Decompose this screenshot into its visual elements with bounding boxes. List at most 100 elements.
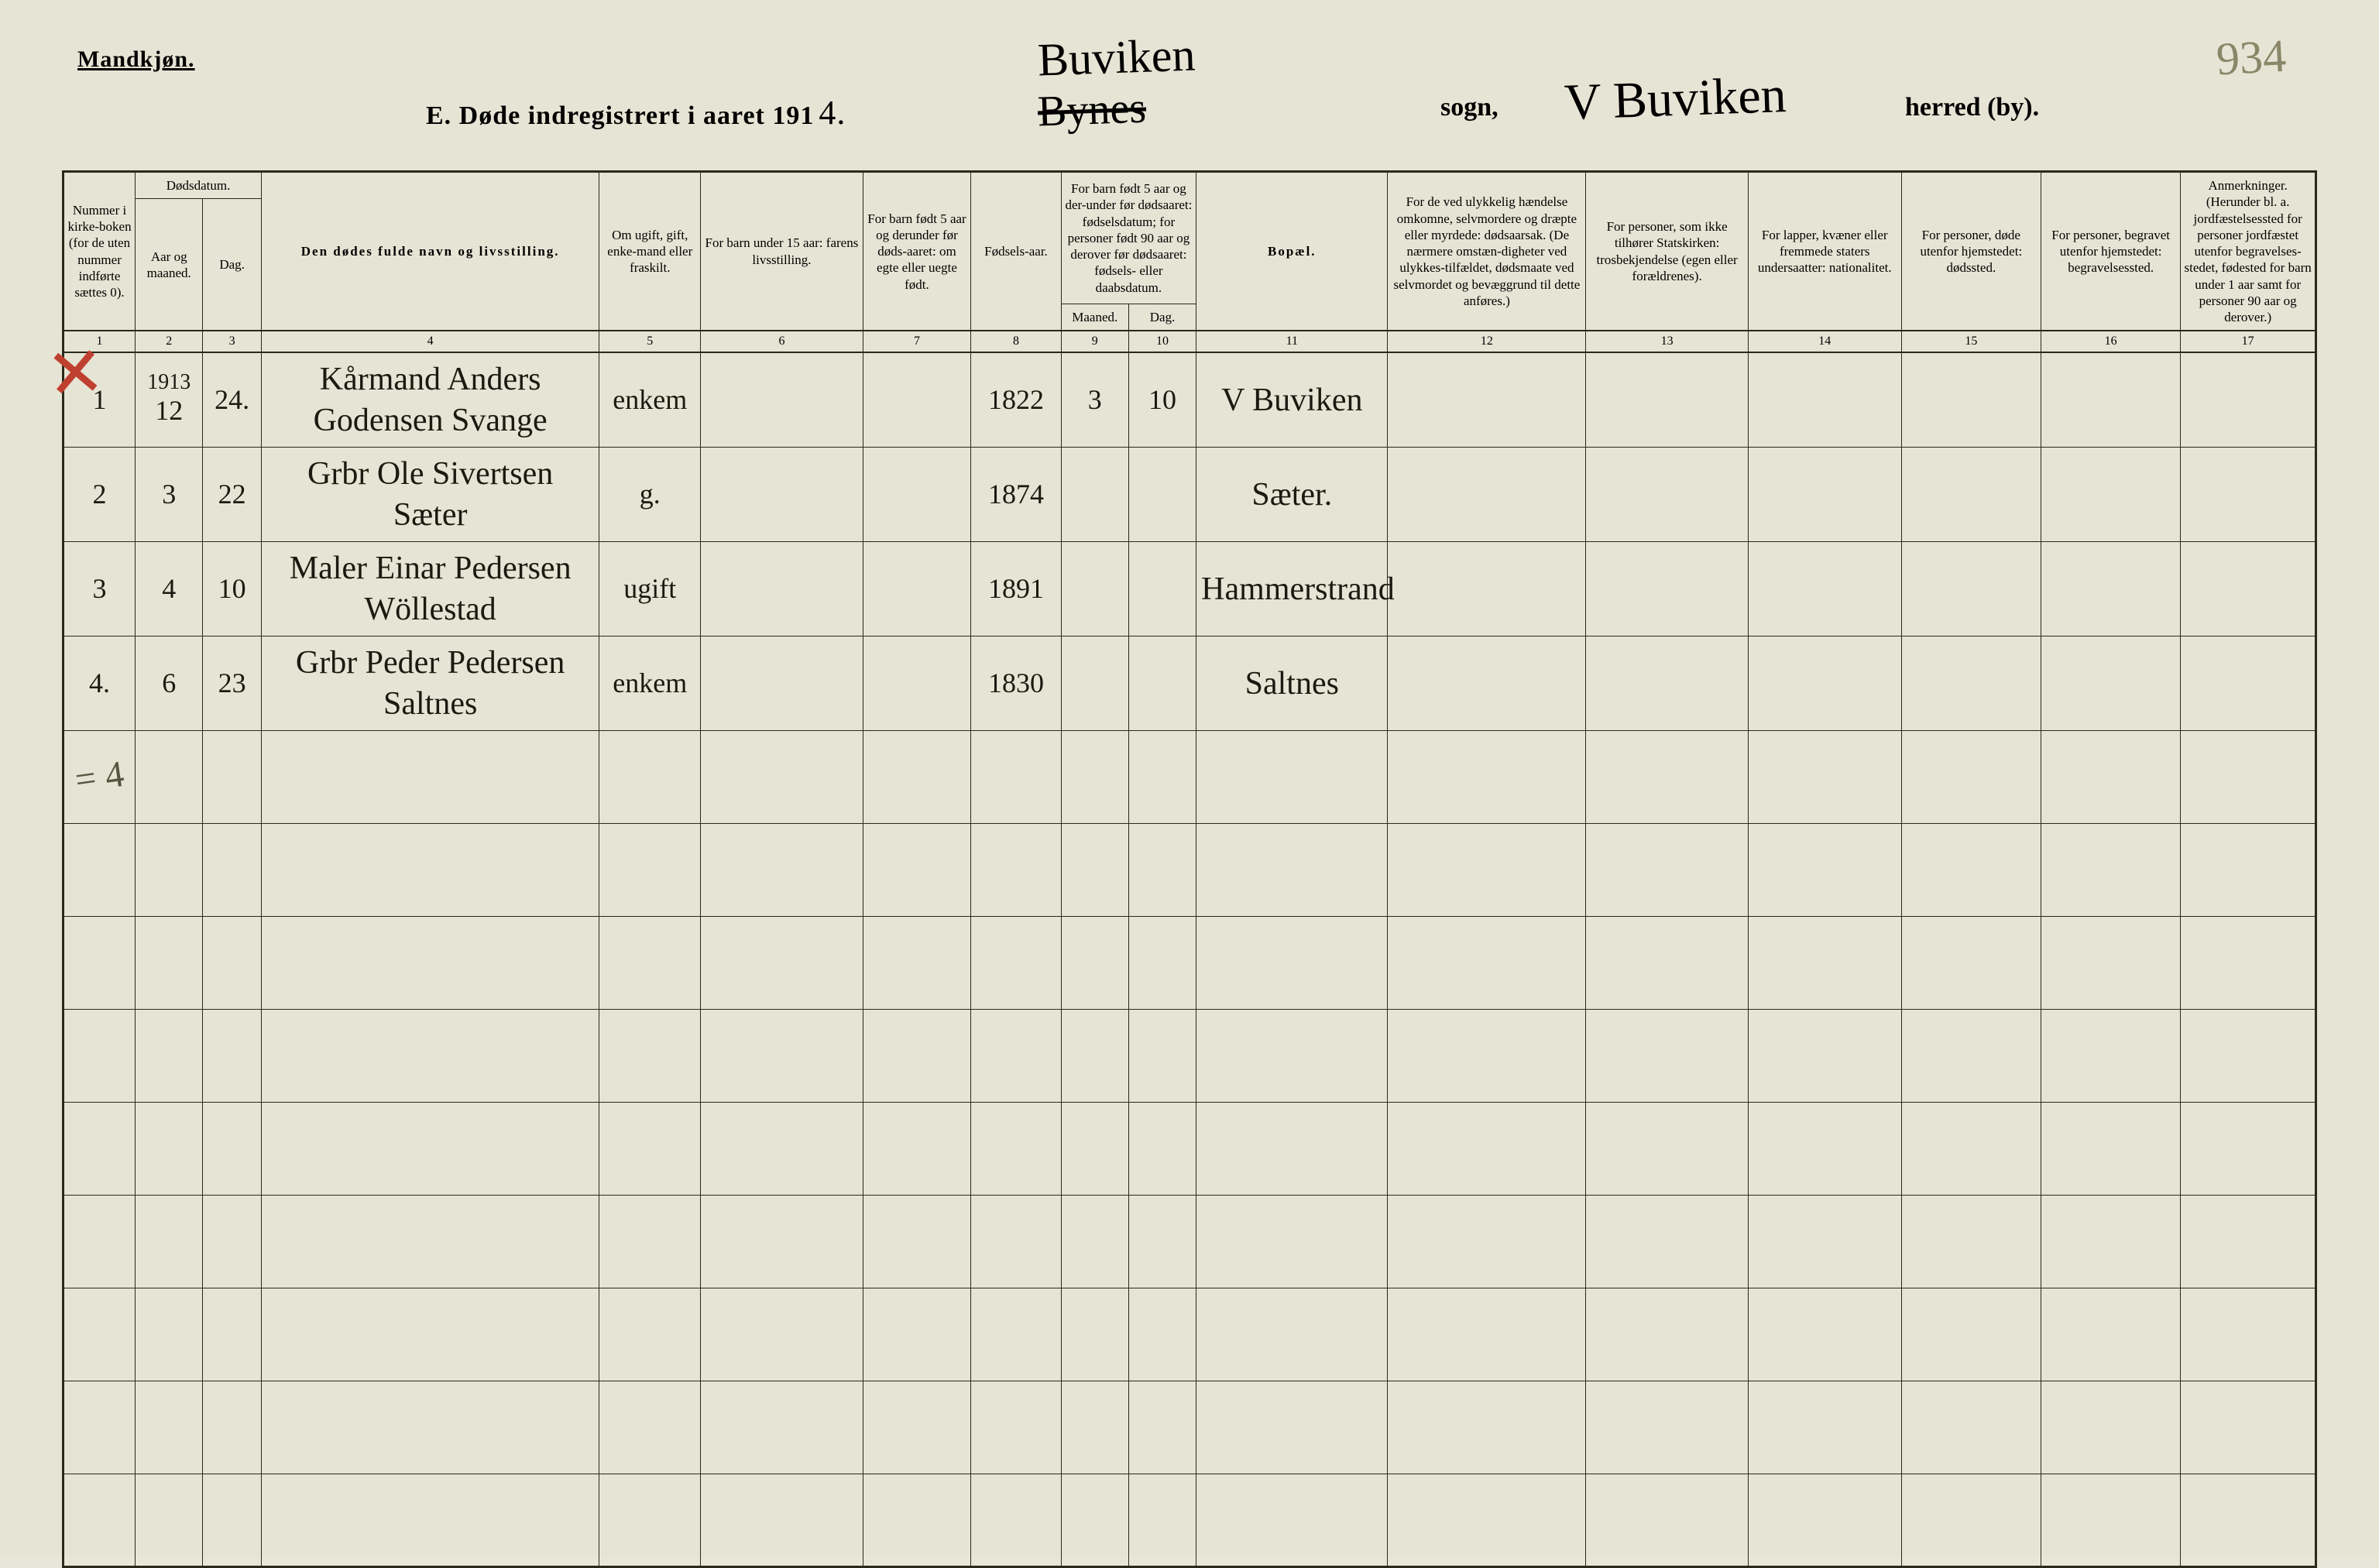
col-2-header: Aar og maaned.: [136, 199, 203, 331]
cell-empty: [599, 1010, 701, 1103]
cell-empty: [1061, 1381, 1128, 1474]
cell-col14: [1748, 448, 1901, 542]
cell-empty: [136, 1474, 203, 1567]
cell-empty: [1061, 1010, 1128, 1103]
cell-col6: [701, 352, 863, 448]
cell-empty: [701, 1196, 863, 1288]
cell-empty: [863, 1288, 971, 1381]
cell-empty: [64, 1196, 136, 1288]
title-year-hand: 4.: [819, 93, 846, 132]
cell-empty: [701, 1288, 863, 1381]
cell-col7: [863, 352, 971, 448]
cell-empty: [2181, 1103, 2316, 1196]
cell-empty: [1748, 824, 1901, 917]
cell-empty: [136, 731, 203, 824]
cell-empty: [136, 824, 203, 917]
cell-empty: [1748, 1474, 1901, 1567]
cell-status: enkem: [599, 636, 701, 731]
cell-empty: [701, 1474, 863, 1567]
cell-col12: [1388, 542, 1586, 636]
cell-col16: [2041, 448, 2180, 542]
cell-empty: [261, 1288, 599, 1381]
col-10-header: Dag.: [1128, 304, 1196, 331]
colnum: 5: [599, 331, 701, 352]
cell-empty: [1748, 731, 1901, 824]
cell-empty: [136, 1010, 203, 1103]
cell-empty: = 4: [64, 731, 136, 824]
cell-empty: [261, 1381, 599, 1474]
cell-empty: [1128, 1196, 1196, 1288]
cell-empty: [1586, 1196, 1748, 1288]
colnum: 6: [701, 331, 863, 352]
cell-empty: [64, 917, 136, 1010]
cell-empty: [971, 917, 1061, 1010]
cell-col14: [1748, 636, 1901, 731]
cell-empty: [2041, 731, 2180, 824]
cell-empty: [1388, 917, 1586, 1010]
cell-b-month: [1061, 636, 1128, 731]
cell-day: 10: [203, 542, 262, 636]
colnum: 7: [863, 331, 971, 352]
cell-col13: [1586, 542, 1748, 636]
cell-col7: [863, 542, 971, 636]
cell-col15: [1901, 448, 2041, 542]
cell-empty: [971, 1010, 1061, 1103]
cell-empty: [1128, 824, 1196, 917]
cell-empty: [2181, 1474, 2316, 1567]
cell-name: Kårmand Anders Godensen Svange: [261, 352, 599, 448]
table-row-empty: [64, 1103, 2316, 1196]
col-15-header: For personer, døde utenfor hjemstedet: d…: [1901, 172, 2041, 331]
cell-empty: [1196, 824, 1388, 917]
cell-empty: [203, 1103, 262, 1196]
cell-empty: [203, 1010, 262, 1103]
cell-empty: [1128, 1381, 1196, 1474]
table-row-empty: [64, 917, 2316, 1010]
cell-col16: [2041, 542, 2180, 636]
sogn-handwritten-struck: Bynes: [1037, 84, 1147, 137]
cell-empty: [1901, 824, 2041, 917]
cell-empty: [599, 917, 701, 1010]
table-head: Nummer i kirke-boken (for de uten nummer…: [64, 172, 2316, 353]
cell-empty: [2041, 1474, 2180, 1567]
cell-col16: [2041, 636, 2180, 731]
cell-empty: [1748, 917, 1901, 1010]
cell-empty: [2181, 917, 2316, 1010]
colnum: 13: [1586, 331, 1748, 352]
cell-empty: [1388, 1288, 1586, 1381]
cell-empty: [64, 1474, 136, 1567]
cell-empty: [1061, 824, 1128, 917]
table-row: 2322Grbr Ole Sivertsen Sæterg.1874Sæter.: [64, 448, 2316, 542]
cell-empty: [1196, 731, 1388, 824]
cell-empty: [1128, 1474, 1196, 1567]
col-3-header: Dag.: [203, 199, 262, 331]
col-9-header: Maaned.: [1061, 304, 1128, 331]
cell-empty: [863, 917, 971, 1010]
cell-empty: [1061, 1288, 1128, 1381]
cell-name: Grbr Ole Sivertsen Sæter: [261, 448, 599, 542]
col-13-header: For personer, som ikke tilhører Statskir…: [1586, 172, 1748, 331]
cell-empty: [1586, 1010, 1748, 1103]
cell-empty: [203, 1288, 262, 1381]
col-17-header: Anmerkninger. (Herunder bl. a. jordfæste…: [2181, 172, 2316, 331]
cell-empty: [1128, 1288, 1196, 1381]
cell-empty: [1388, 731, 1586, 824]
cell-empty: [1196, 1474, 1388, 1567]
herred-handwritten: V Buviken: [1564, 66, 1787, 132]
cell-residence: V Buviken: [1196, 352, 1388, 448]
cell-residence: Hammerstrand: [1196, 542, 1388, 636]
colnum: 16: [2041, 331, 2180, 352]
cell-col17: [2181, 636, 2316, 731]
cell-col12: [1388, 636, 1586, 731]
cell-month: 6: [136, 636, 203, 731]
cell-empty: [1388, 1103, 1586, 1196]
cell-empty: [1586, 1103, 1748, 1196]
cell-empty: [2041, 824, 2180, 917]
cell-empty: [1388, 1010, 1586, 1103]
cell-empty: [701, 731, 863, 824]
cell-empty: [599, 1474, 701, 1567]
cell-empty: [1901, 731, 2041, 824]
cell-status: ugift: [599, 542, 701, 636]
cell-empty: [2181, 1381, 2316, 1474]
cell-col13: [1586, 352, 1748, 448]
cell-empty: [1061, 1474, 1128, 1567]
